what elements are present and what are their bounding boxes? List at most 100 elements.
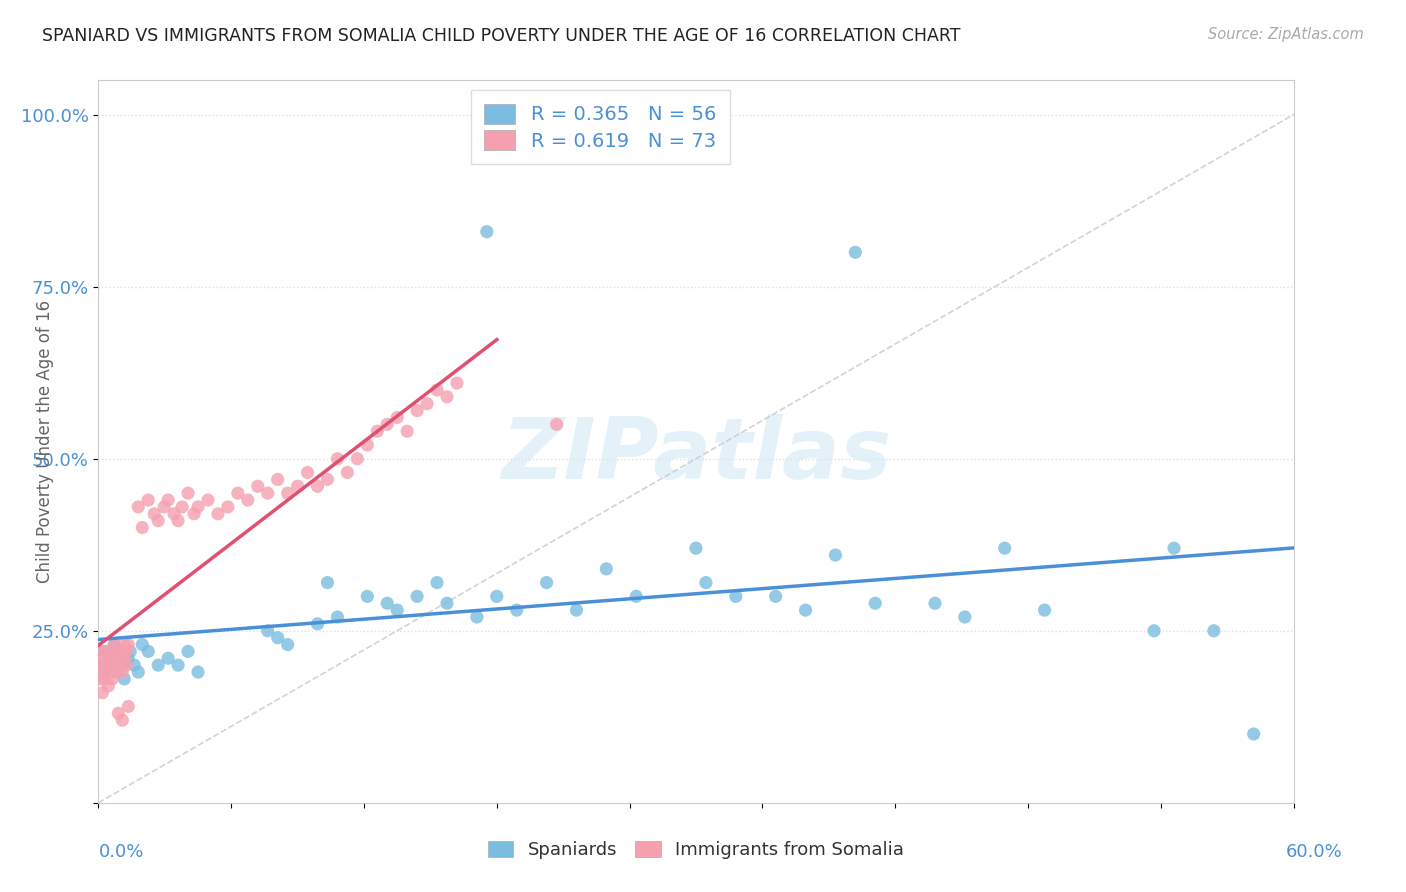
Point — [375, 596, 398, 610]
Point — [724, 590, 747, 604]
Point — [111, 665, 134, 679]
Text: 60.0%: 60.0% — [1286, 843, 1343, 861]
Point — [136, 493, 159, 508]
Point — [131, 520, 153, 534]
Point — [994, 541, 1017, 556]
Point — [107, 706, 129, 721]
Point — [91, 686, 114, 700]
Point — [385, 603, 409, 617]
Text: ZIPatlas: ZIPatlas — [501, 415, 891, 498]
Point — [356, 438, 378, 452]
Point — [172, 500, 194, 514]
Point — [93, 644, 115, 658]
Point — [117, 638, 139, 652]
Point — [865, 596, 887, 610]
Point — [97, 651, 120, 665]
Point — [595, 562, 617, 576]
Point — [316, 472, 339, 486]
Legend: Spaniards, Immigrants from Somalia: Spaniards, Immigrants from Somalia — [481, 833, 911, 866]
Point — [96, 644, 118, 658]
Point — [824, 548, 846, 562]
Point — [124, 658, 146, 673]
Point — [96, 665, 118, 679]
Text: Source: ZipAtlas.com: Source: ZipAtlas.com — [1208, 27, 1364, 42]
Point — [107, 658, 129, 673]
Point — [695, 575, 717, 590]
Point — [287, 479, 309, 493]
Point — [98, 644, 122, 658]
Point — [416, 397, 439, 411]
Point — [446, 376, 468, 390]
Text: 0.0%: 0.0% — [98, 843, 143, 861]
Point — [217, 500, 239, 514]
Point — [256, 486, 278, 500]
Point — [148, 514, 170, 528]
Point — [111, 713, 134, 727]
Point — [326, 610, 349, 624]
Point — [117, 651, 139, 665]
Point — [366, 424, 388, 438]
Point — [103, 651, 125, 665]
Point — [103, 638, 125, 652]
Point — [131, 638, 153, 652]
Point — [844, 245, 866, 260]
Point — [326, 451, 349, 466]
Point — [426, 383, 449, 397]
Point — [163, 507, 186, 521]
Point — [1163, 541, 1185, 556]
Point — [107, 644, 129, 658]
Point — [197, 493, 219, 508]
Point — [406, 403, 429, 417]
Point — [536, 575, 558, 590]
Point — [267, 472, 290, 486]
Point — [396, 424, 419, 438]
Point — [183, 507, 205, 521]
Point — [115, 644, 138, 658]
Point — [97, 665, 120, 679]
Point — [307, 479, 329, 493]
Point — [153, 500, 176, 514]
Point — [89, 644, 111, 658]
Point — [167, 658, 190, 673]
Point — [256, 624, 278, 638]
Point — [436, 390, 458, 404]
Point — [97, 679, 120, 693]
Point — [91, 651, 114, 665]
Point — [136, 644, 159, 658]
Point — [115, 658, 138, 673]
Point — [1033, 603, 1056, 617]
Point — [111, 658, 134, 673]
Point — [794, 603, 817, 617]
Point — [506, 603, 529, 617]
Point — [426, 575, 449, 590]
Text: SPANIARD VS IMMIGRANTS FROM SOMALIA CHILD POVERTY UNDER THE AGE OF 16 CORRELATIO: SPANIARD VS IMMIGRANTS FROM SOMALIA CHIL… — [42, 27, 960, 45]
Point — [177, 486, 200, 500]
Point — [626, 590, 648, 604]
Point — [565, 603, 588, 617]
Point — [112, 651, 135, 665]
Point — [98, 658, 122, 673]
Point — [87, 665, 110, 679]
Point — [127, 500, 149, 514]
Point — [143, 507, 166, 521]
Point — [101, 672, 124, 686]
Point — [167, 514, 190, 528]
Point — [346, 451, 368, 466]
Point — [105, 658, 128, 673]
Point — [765, 590, 787, 604]
Point — [546, 417, 568, 432]
Text: Child Poverty Under the Age of 16: Child Poverty Under the Age of 16 — [35, 300, 53, 583]
Point — [277, 486, 299, 500]
Point — [356, 590, 378, 604]
Point — [105, 665, 128, 679]
Point — [436, 596, 458, 610]
Point — [101, 665, 124, 679]
Point — [120, 644, 142, 658]
Point — [277, 638, 299, 652]
Point — [112, 672, 135, 686]
Point — [953, 610, 976, 624]
Point — [107, 644, 129, 658]
Point — [148, 658, 170, 673]
Point — [475, 225, 498, 239]
Point — [385, 410, 409, 425]
